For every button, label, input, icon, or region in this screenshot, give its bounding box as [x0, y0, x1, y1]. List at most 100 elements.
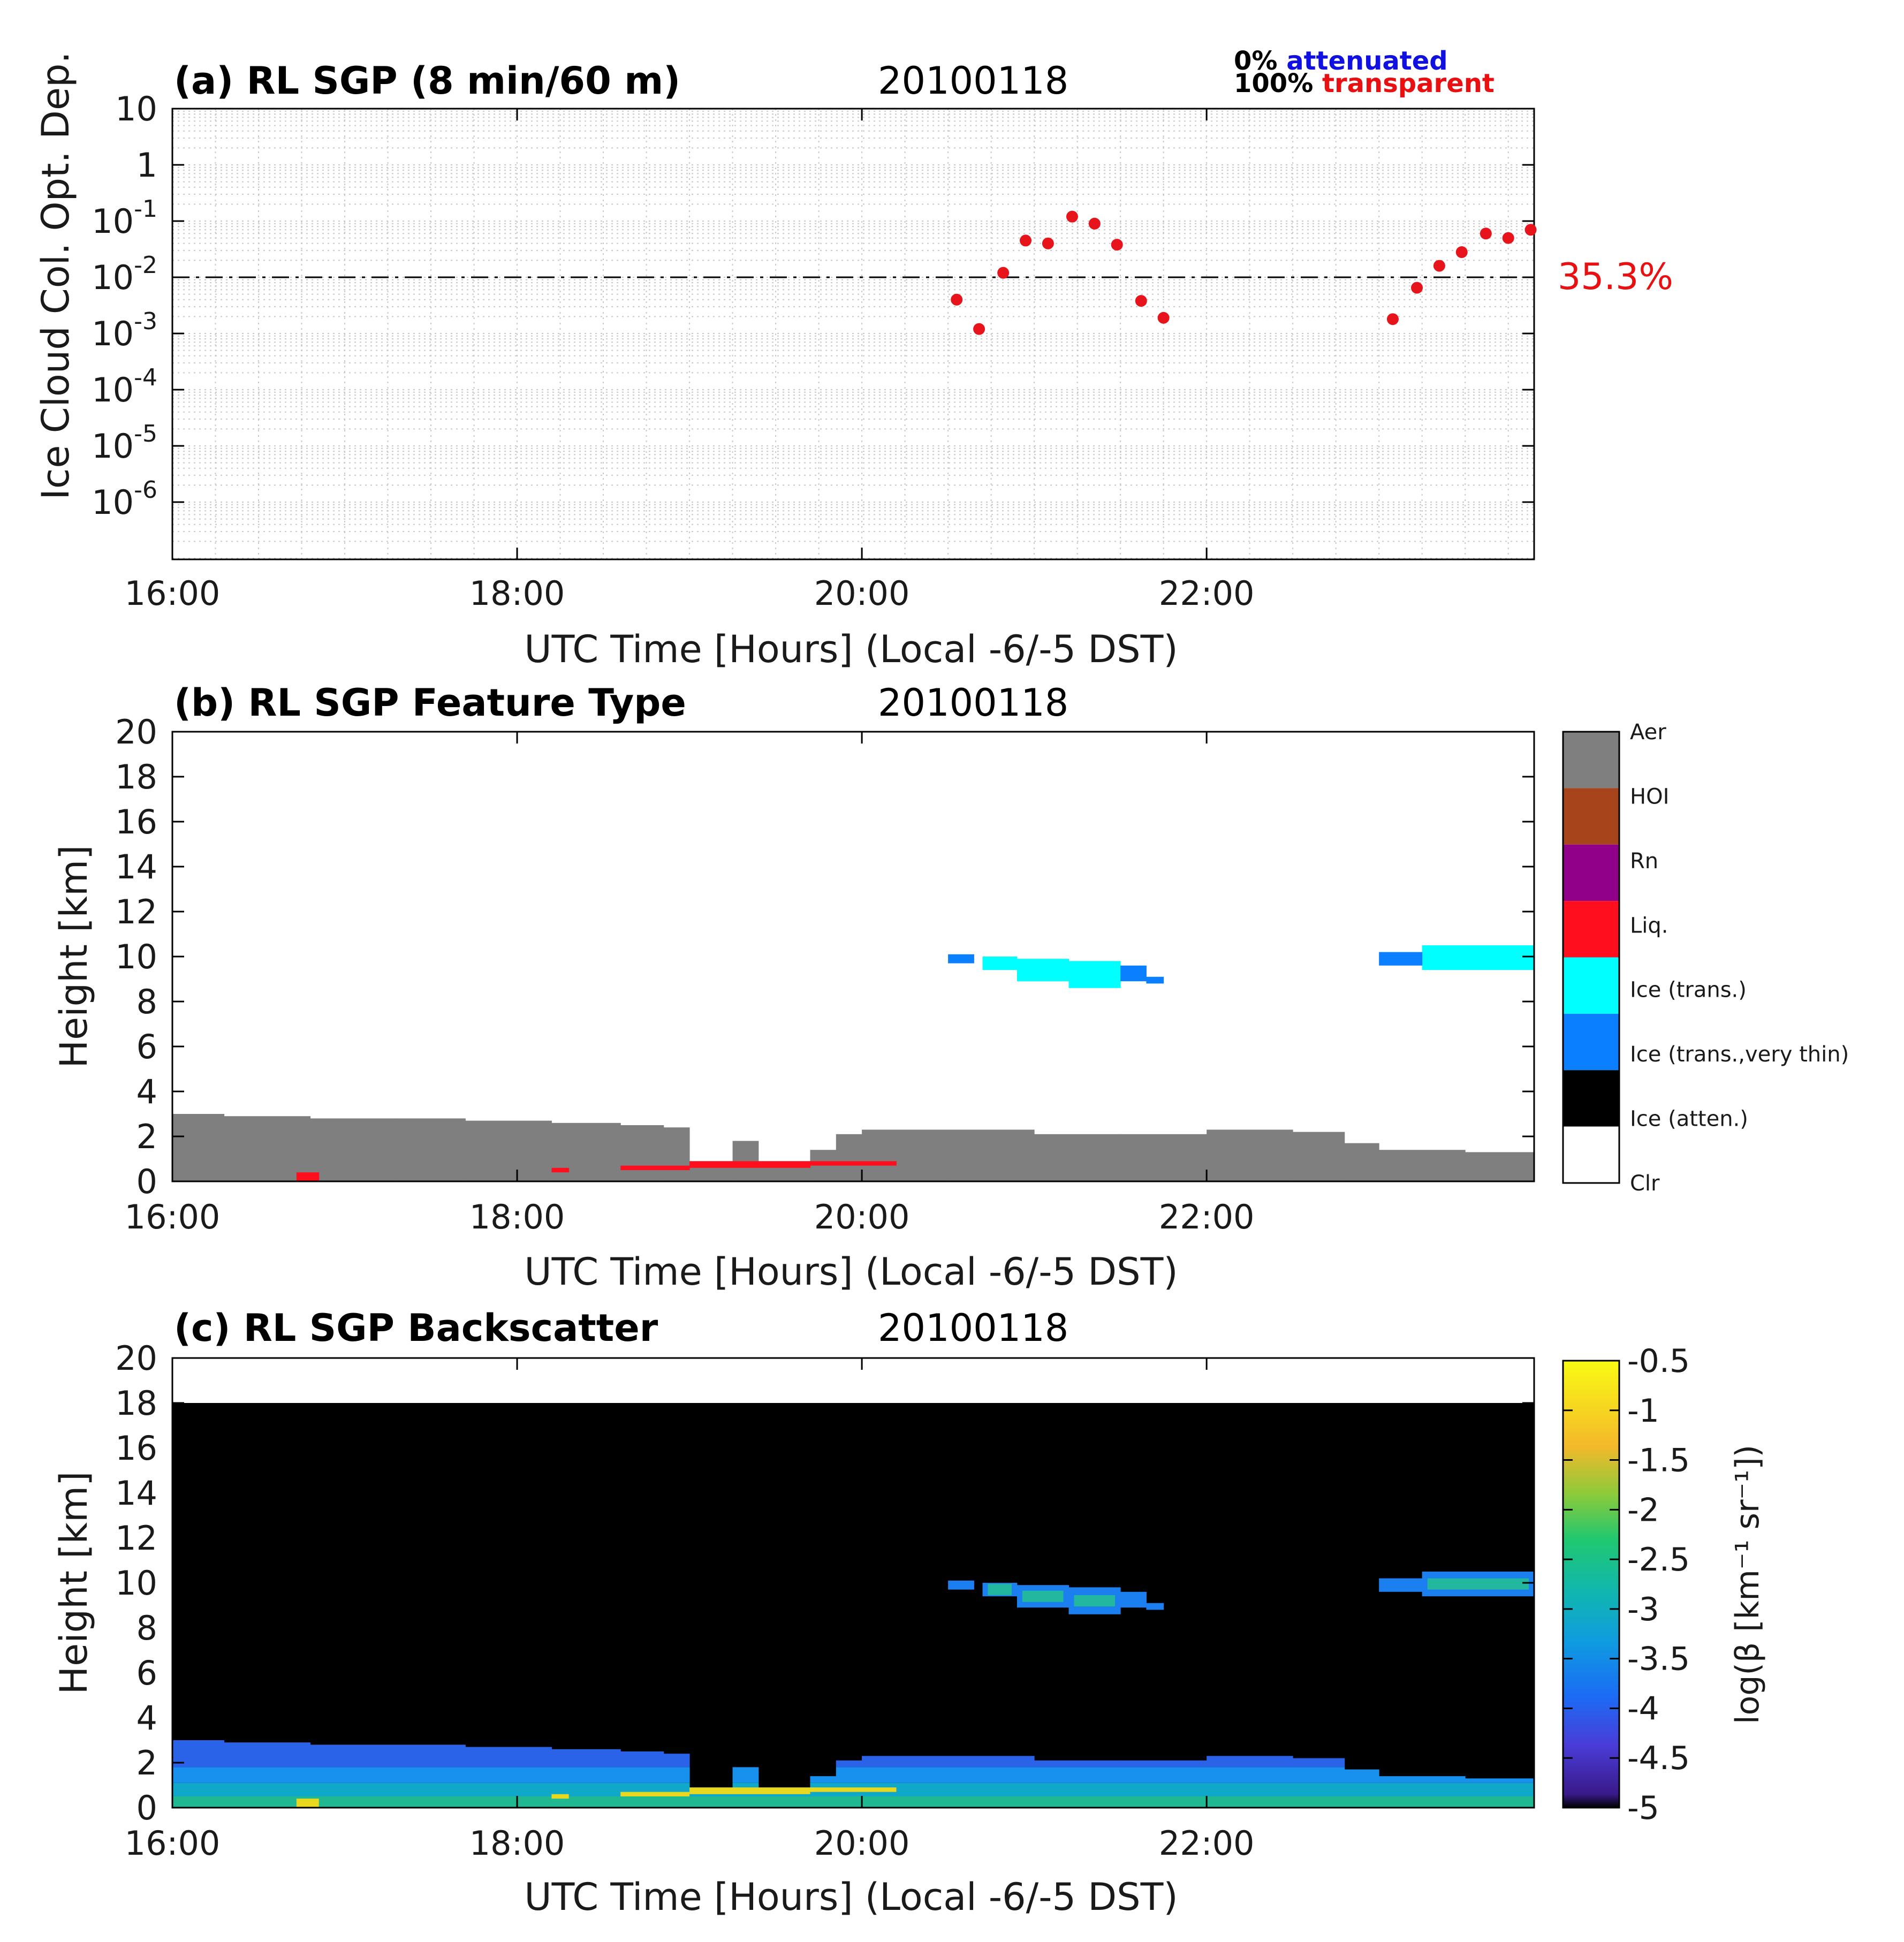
y-tick-label: 1: [136, 146, 157, 185]
backscatter-cell: [1379, 1796, 1466, 1808]
y-tick-label: 8: [136, 1609, 157, 1648]
backscatter-ice-core: [1022, 1590, 1064, 1602]
y-tick-label: 4: [136, 1072, 157, 1111]
backscatter-cell: [1120, 1767, 1207, 1783]
backscatter-cell: [1344, 1782, 1379, 1796]
backscatter-cell: [862, 1756, 949, 1767]
panel-a: (a) RL SGP (8 min/60 m) 20100118 0% atte…: [34, 46, 1673, 671]
panel-c-y-tick-labels: 0 2 4 6 8 10 12 14 16 18 20: [115, 1339, 157, 1827]
panel-b-y-tick-labels: 0 2 4 6 8 10 12 14 16 18 20: [115, 712, 157, 1201]
backscatter-cell: [732, 1767, 759, 1783]
ice-thin-layer: [1379, 952, 1423, 966]
svg-text:100% transparent: 100% transparent: [1234, 69, 1495, 98]
data-point: [1111, 239, 1123, 251]
aerosol-layer: [810, 1150, 837, 1181]
backscatter-colorbar-gradient: [1562, 1360, 1620, 1809]
ice-thin-layer: [1146, 976, 1164, 984]
colorbar-label: Ice (atten.): [1630, 1107, 1748, 1132]
ice-trans-layer: [1422, 945, 1535, 970]
y-tick-label: 0: [136, 1162, 157, 1201]
backscatter-cell: [551, 1796, 621, 1808]
backscatter-background: [172, 1403, 1534, 1808]
backscatter-cell: [396, 1782, 466, 1796]
ice-thin-layer: [948, 954, 974, 964]
percent-annotation: 35.3%: [1558, 256, 1673, 298]
liquid-layer: [551, 1167, 570, 1173]
backscatter-cell: [836, 1760, 862, 1767]
backscatter-ice-cell: [948, 1580, 974, 1590]
panel-a-xlabel: UTC Time [Hours] (Local -6/-5 DST): [524, 627, 1178, 671]
backscatter-cell: [1034, 1796, 1121, 1808]
data-point: [1433, 260, 1445, 272]
panel-c-title: (c) RL SGP Backscatter: [174, 1306, 658, 1350]
backscatter-cell: [1379, 1776, 1466, 1783]
data-point: [973, 323, 985, 335]
backscatter-cell: [465, 1747, 552, 1767]
backscatter-colorbar: -0.5 -1 -1.5 -2 -2.5 -3 -3.5 -4 -4.5 -5: [1562, 1342, 1690, 1827]
aerosol-layer: [1207, 1129, 1293, 1181]
x-tick-label: 18:00: [469, 1197, 565, 1236]
data-point: [1480, 227, 1492, 240]
data-point: [1524, 224, 1537, 236]
colorbar-tick-label: -0.5: [1627, 1342, 1690, 1380]
backscatter-cell: [663, 1754, 690, 1767]
data-point: [1020, 234, 1032, 247]
panel-a-date: 20100118: [878, 59, 1068, 103]
panel-c-plot: [172, 1403, 1535, 1808]
y-tick-label: 14: [115, 1474, 157, 1513]
backscatter-cell: [1344, 1796, 1379, 1808]
legend-attenuated: attenuated: [1286, 46, 1447, 76]
y-tick-label: 10-2: [92, 252, 157, 297]
aerosol-layer: [1120, 1134, 1207, 1181]
backscatter-cell: [663, 1767, 690, 1783]
backscatter-cell: [862, 1796, 949, 1808]
colorbar-segment: [1563, 1013, 1619, 1071]
backscatter-cell: [310, 1744, 397, 1767]
y-tick-label: 0: [136, 1788, 157, 1827]
y-tick-label: 6: [136, 1027, 157, 1066]
backscatter-cell: [1344, 1769, 1379, 1783]
y-tick-label: 10-1: [92, 195, 157, 241]
colorbar-frame: [1562, 731, 1620, 1184]
backscatter-cell: [620, 1751, 664, 1767]
aerosol-layer: [1465, 1152, 1535, 1181]
backscatter-cell: [758, 1796, 810, 1808]
backscatter-cell: [396, 1767, 466, 1783]
x-tick-label: 20:00: [814, 1824, 910, 1863]
svg-text:0% attenuated: 0% attenuated: [1234, 46, 1448, 76]
aerosol-layer: [1293, 1132, 1345, 1181]
backscatter-cell: [310, 1782, 397, 1796]
y-tick-label: 18: [115, 757, 157, 796]
backscatter-cell: [224, 1782, 311, 1796]
y-tick-label: 14: [115, 847, 157, 886]
backscatter-cell: [1293, 1767, 1345, 1783]
y-tick-label: 2: [136, 1743, 157, 1782]
x-tick-label: 20:00: [814, 574, 910, 613]
ice-trans-layer: [982, 957, 1018, 970]
colorbar-segment: [1563, 1126, 1619, 1183]
colorbar-label: Ice (trans.,very thin): [1630, 1042, 1849, 1067]
aerosol-layer: [1344, 1143, 1379, 1181]
backscatter-cell: [1120, 1796, 1207, 1808]
data-point: [1088, 217, 1101, 230]
y-tick-label: 10: [115, 1564, 157, 1603]
feature-type-colorbar: Aer HOI Rn Liq. Ice (trans.) Ice (trans.,very…: [1562, 720, 1849, 1196]
ice-trans-layer: [1068, 961, 1121, 988]
aerosol-layer: [948, 1129, 1035, 1181]
backscatter-ice-core: [988, 1584, 1012, 1596]
x-tick-label: 22:00: [1159, 1197, 1255, 1236]
panel-b: (b) RL SGP Feature Type 20100118 0 2 4 6 8 10…: [52, 681, 1849, 1294]
panel-c-ylabel: Height [km]: [52, 1471, 96, 1695]
backscatter-cell: [1034, 1767, 1121, 1783]
data-point: [997, 267, 1010, 279]
backscatter-cell: [810, 1776, 837, 1783]
backscatter-cell: [551, 1749, 621, 1767]
backscatter-cell: [1465, 1782, 1535, 1796]
aerosol-layer: [620, 1125, 664, 1181]
y-tick-label: 4: [136, 1698, 157, 1738]
backscatter-liquid-cell: [620, 1792, 690, 1796]
x-tick-label: 18:00: [469, 1824, 565, 1863]
y-tick-label: 12: [115, 1519, 157, 1558]
colorbar-tick-label: -4.5: [1627, 1740, 1690, 1777]
